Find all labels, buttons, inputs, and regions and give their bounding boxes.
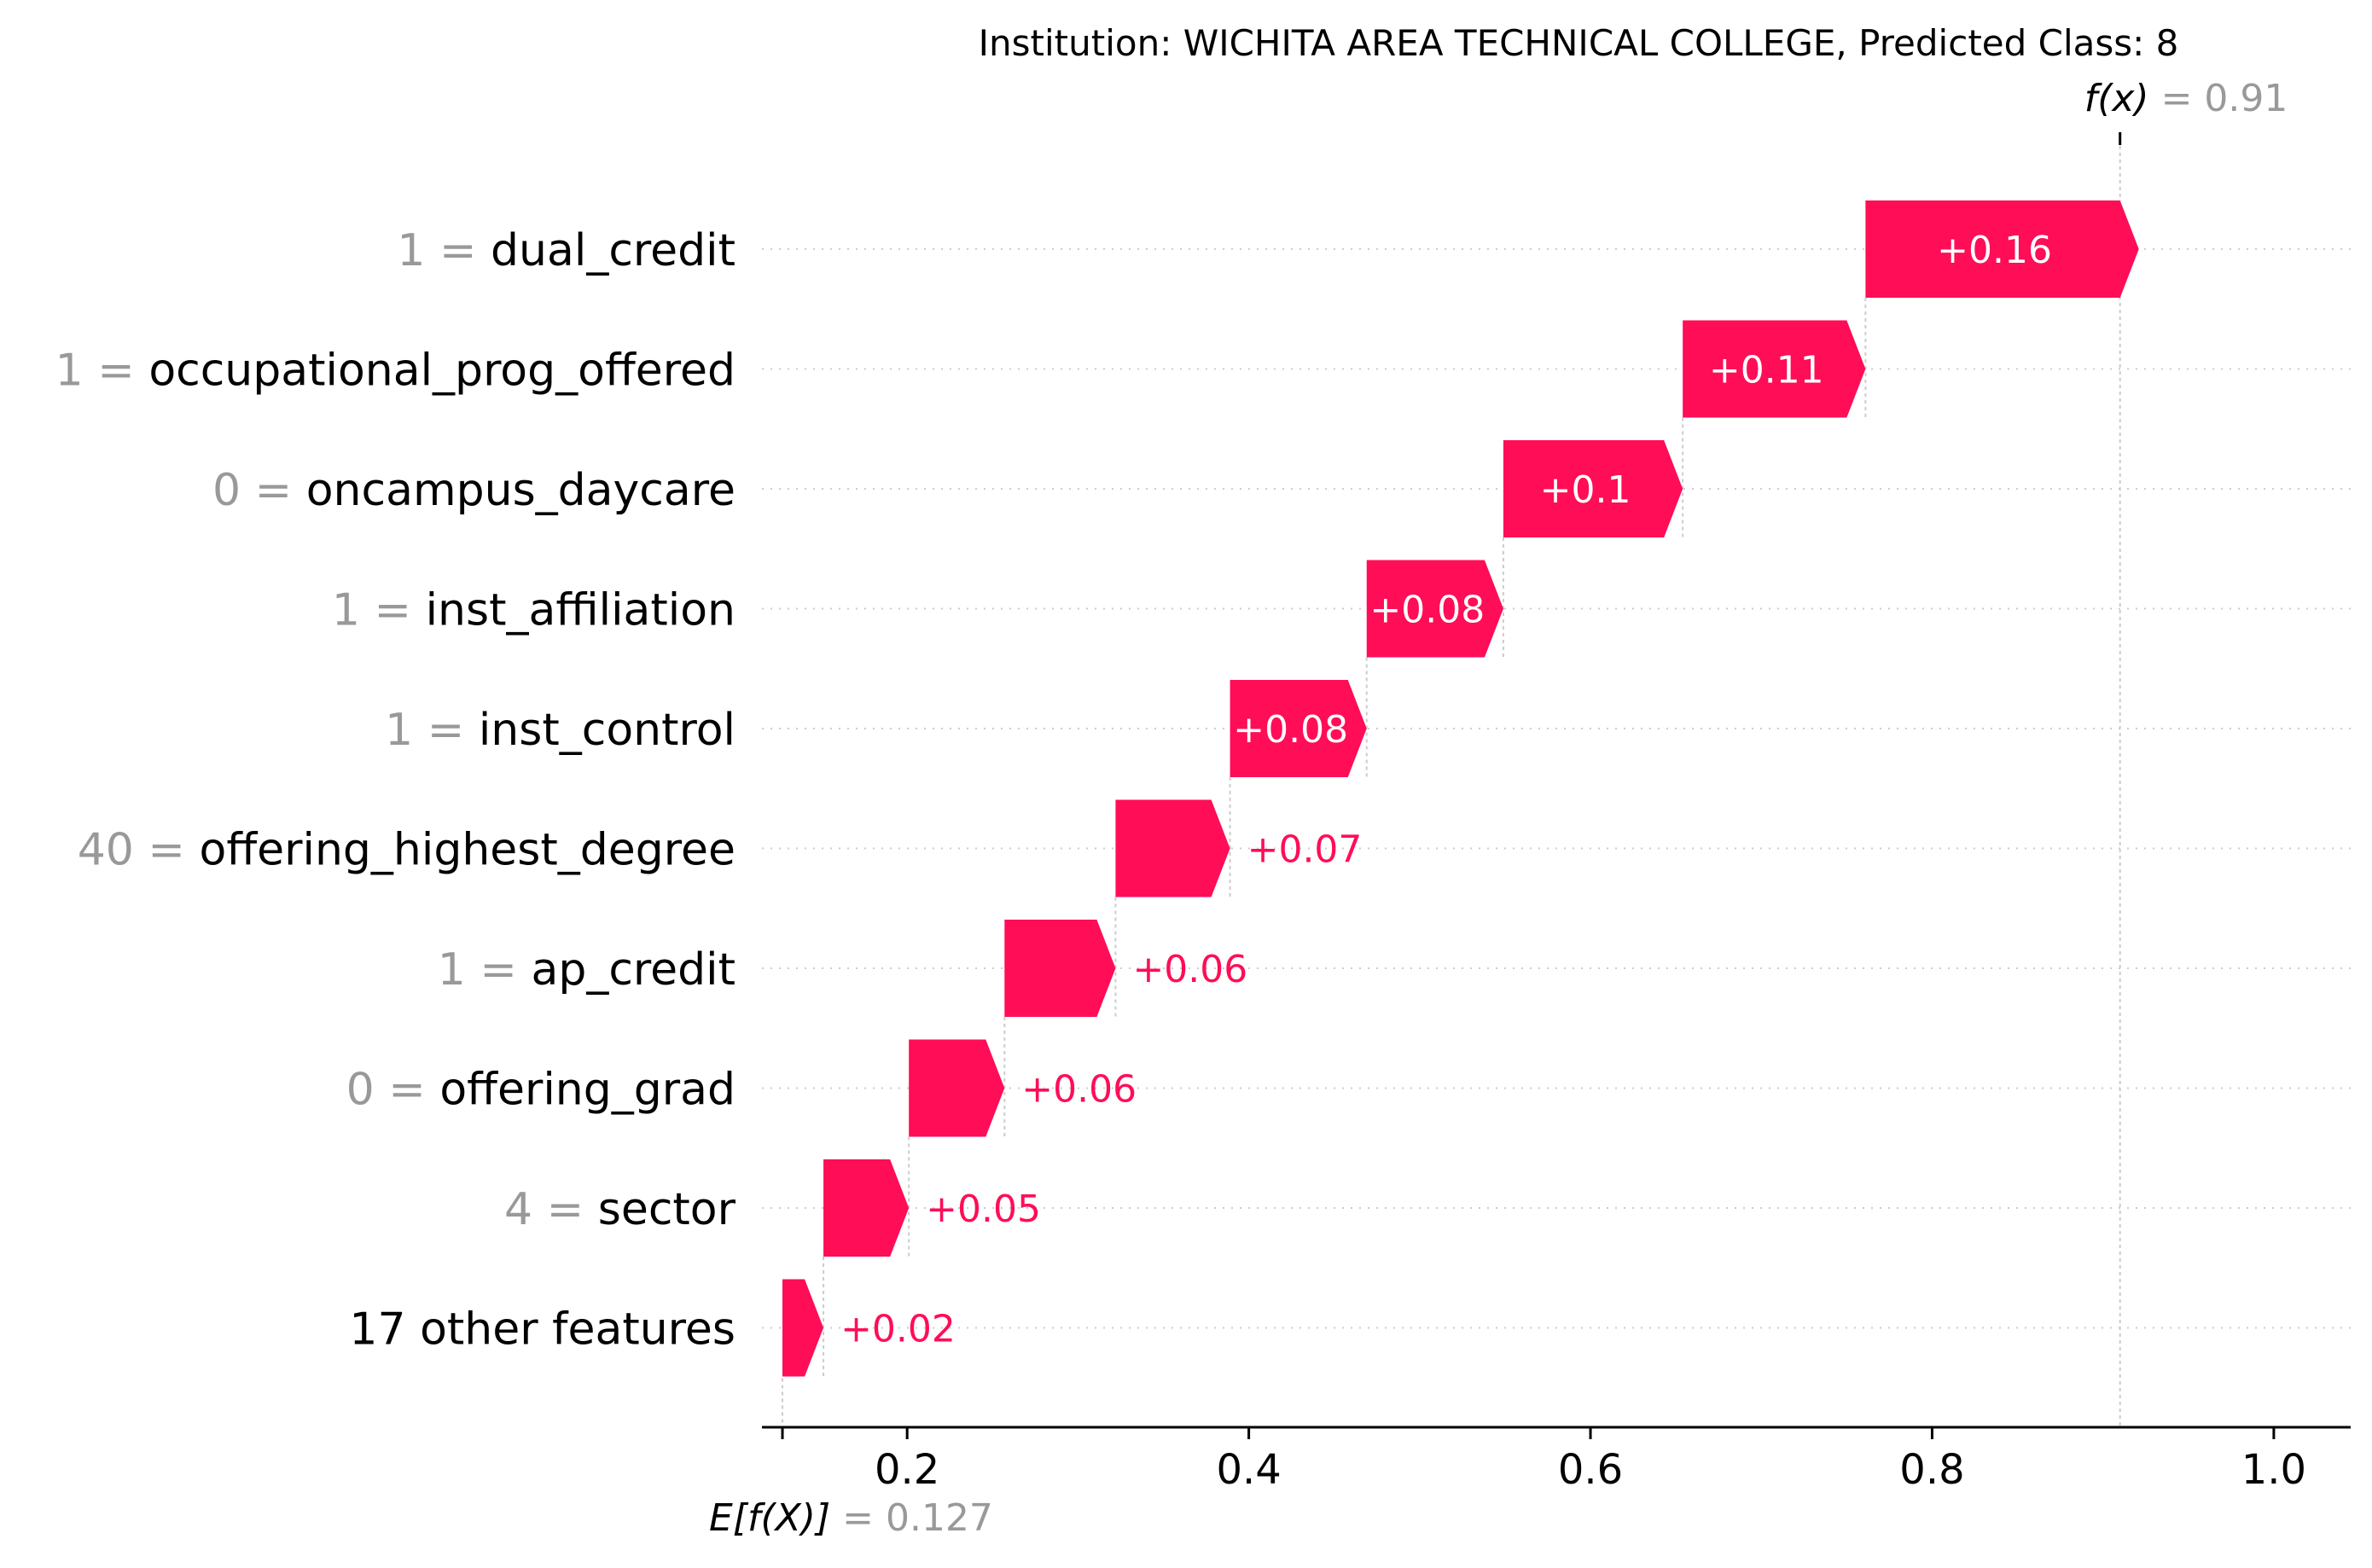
feature-label: 1 = inst_control — [385, 705, 735, 756]
feature-label: 1 = dual_credit — [397, 225, 735, 276]
feature-label: 0 = oncampus_daycare — [212, 465, 735, 516]
x-tick-label: 0.8 — [1899, 1446, 1964, 1494]
bar-value-label: +0.07 — [1247, 828, 1363, 872]
bar-value-label: +0.16 — [1937, 229, 2052, 272]
feature-value: 1 = — [385, 705, 479, 756]
feature-name: 17 other features — [349, 1304, 735, 1356]
bar-oncampus_daycare — [1503, 440, 1683, 537]
feature-label: 40 = offering_highest_degree — [78, 825, 735, 876]
feature-name: occupational_prog_offered — [148, 346, 735, 397]
bar-ap_credit — [1004, 920, 1116, 1017]
bar-value-label: +0.06 — [1021, 1068, 1137, 1112]
bar-value-label: +0.08 — [1233, 708, 1348, 752]
feature-value: 0 = — [212, 465, 306, 516]
bars — [782, 200, 2139, 1377]
bar-value-label: +0.11 — [1709, 349, 1824, 392]
feature-labels: +0.16 1 = dual_credit +0.11 1 = occupationa… — [55, 225, 2052, 1356]
x-tick-label: 1.0 — [2241, 1446, 2306, 1494]
feature-label: 17 other features — [349, 1304, 735, 1356]
bar-value-label: +0.06 — [1132, 948, 1247, 991]
bar-inst_affiliation — [1366, 560, 1503, 658]
base-value-label: E[f(X)] = 0.127 — [709, 1496, 993, 1540]
feature-name: ap_credit — [531, 944, 735, 996]
feature-label: 4 = sector — [504, 1184, 736, 1235]
feature-value: 1 = — [438, 944, 532, 996]
feature-name: sector — [598, 1184, 736, 1235]
feature-value: 0 = — [346, 1065, 440, 1116]
feature-name: oncampus_daycare — [306, 465, 735, 516]
feature-value: 40 = — [78, 825, 200, 876]
feature-label: 0 = offering_grad — [346, 1065, 735, 1116]
feature-label: 1 = occupational_prog_offered — [55, 346, 735, 397]
feature-name: offering_highest_degree — [200, 825, 736, 876]
bar-value-label: +0.08 — [1369, 589, 1485, 632]
connector-lines — [782, 132, 2122, 1427]
feature-value: 1 = — [55, 346, 149, 397]
feature-value: 1 = — [332, 585, 426, 636]
bar-sector — [823, 1159, 910, 1257]
x-tick-label: 0.6 — [1558, 1446, 1623, 1494]
bar-value-label: +0.05 — [926, 1188, 1041, 1231]
x-tick-label: 0.2 — [875, 1446, 939, 1494]
row-gridlines — [762, 248, 2351, 1329]
bar-dual_credit — [1865, 200, 2139, 298]
bar-17-other-features — [782, 1279, 824, 1377]
feature-name: inst_affiliation — [426, 585, 735, 636]
bar-value-label: +0.02 — [840, 1308, 956, 1351]
bar-offering_grad — [909, 1039, 1005, 1137]
x-axis: 0.2 0.4 0.6 0.8 1.0 E[f(X)] = 0.127 f(x) = 0.9… — [709, 77, 2351, 1540]
feature-name: dual_credit — [491, 225, 735, 276]
x-tick-label: 0.4 — [1216, 1446, 1281, 1494]
bar-occupational_prog_offered — [1683, 320, 1866, 418]
feature-label: 1 = ap_credit — [438, 944, 735, 996]
feature-name: inst_control — [479, 705, 735, 756]
feature-value: 4 = — [504, 1184, 598, 1235]
feature-name: offering_grad — [439, 1065, 735, 1116]
feature-value: 1 = — [397, 225, 491, 276]
feature-label: 1 = inst_affiliation — [332, 585, 735, 636]
output-value-label: f(x) = 0.91 — [2084, 77, 2288, 120]
chart-title: Institution: WICHITA AREA TECHNICAL COLL… — [979, 22, 2179, 64]
bar-inst_control — [1230, 680, 1367, 777]
bar-value-label: +0.1 — [1540, 468, 1631, 512]
bar-offering_highest_degree — [1115, 799, 1230, 897]
